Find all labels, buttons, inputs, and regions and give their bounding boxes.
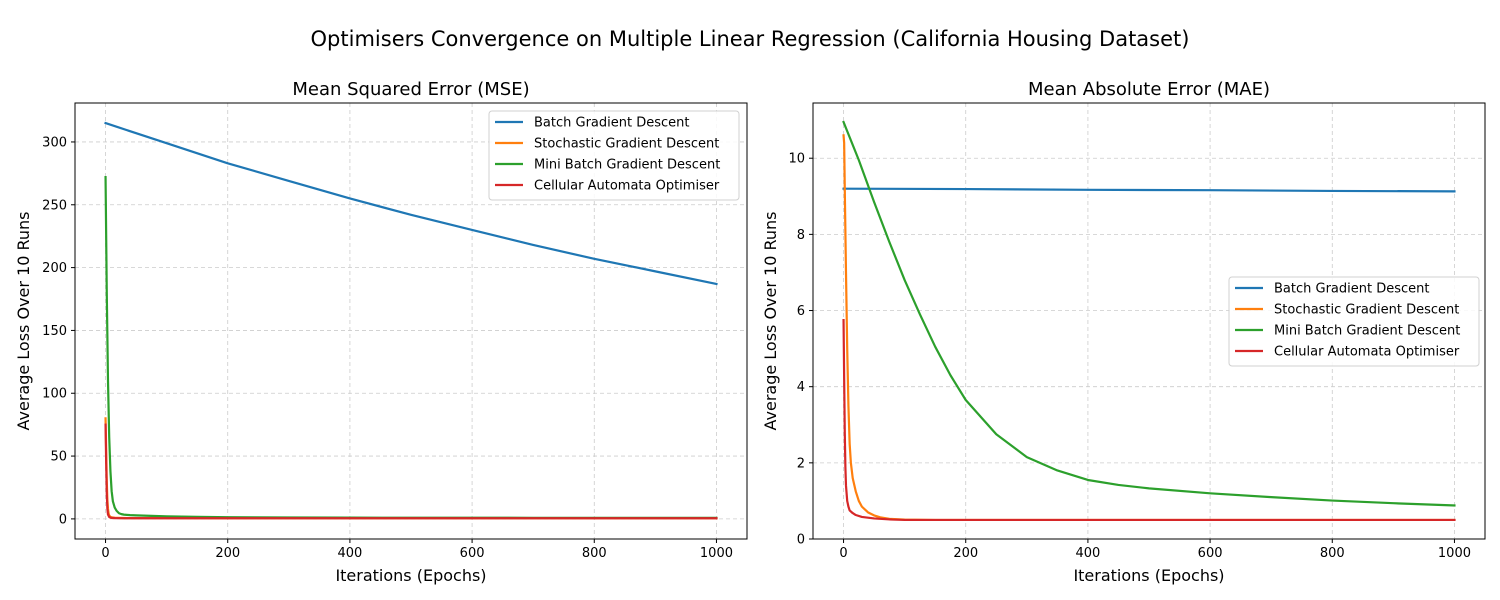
mse-series-cellular-automata-optimiser (104, 423, 718, 520)
mse-x-tick-label: 1000 (700, 546, 733, 561)
mse-chart-panel: Mean Squared Error (MSE) Iterations (Epo… (14, 79, 748, 585)
mse-legend-label-cellular-automata-optimiser: Cellular Automata Optimiser (534, 179, 720, 194)
mae-y-tick-label: 10 (788, 152, 805, 167)
mae-y-axis-label: Average Loss Over 10 Runs (761, 212, 780, 431)
figure-suptitle: Optimisers Convergence on Multiple Linea… (311, 27, 1190, 51)
mae-x-tick-label: 400 (1075, 546, 1100, 561)
mse-y-tick-label: 200 (42, 261, 67, 276)
mse-series-stochastic-gradient-descent (104, 417, 718, 520)
mae-x-tick-label: 1000 (1438, 546, 1471, 561)
mae-x-tick-label: 800 (1320, 546, 1345, 561)
mae-legend-label-cellular-automata-optimiser: Cellular Automata Optimiser (1274, 345, 1460, 360)
mse-y-tick-label: 0 (59, 512, 67, 527)
mae-x-tick-label: 200 (953, 546, 978, 561)
mse-x-tick-label: 400 (337, 546, 362, 561)
mae-x-tick-label: 600 (1198, 546, 1223, 561)
mae-axes-frame (812, 102, 1486, 540)
mae-legend-box (1228, 276, 1480, 367)
mse-y-tick-label: 150 (42, 324, 67, 339)
mse-x-tick-label: 600 (460, 546, 485, 561)
mse-series-batch-gradient-descent (104, 121, 718, 286)
mae-legend-label-mini-batch-gradient-descent: Mini Batch Gradient Descent (1274, 324, 1460, 339)
mae-y-tick-label: 2 (797, 456, 805, 471)
mae-legend: Batch Gradient Descent Stochastic Gradien… (1228, 276, 1480, 367)
mse-axes-frame (74, 102, 748, 540)
mae-y-tick-label: 6 (797, 304, 805, 319)
mae-series-cellular-automata-optimiser (842, 318, 1456, 522)
mse-legend-label-mini-batch-gradient-descent: Mini Batch Gradient Descent (534, 158, 720, 173)
mae-series-mini-batch-gradient-descent (842, 120, 1456, 507)
mse-legend: Batch Gradient Descent Stochastic Gradien… (488, 110, 740, 201)
mae-y-tick-label: 8 (797, 228, 805, 243)
mse-y-axis-label: Average Loss Over 10 Runs (14, 212, 33, 431)
mse-series-mini-batch-gradient-descent (104, 176, 718, 519)
mae-chart-panel: Mean Absolute Error (MAE) Iterations (Ep… (761, 79, 1486, 585)
mse-legend-label-batch-gradient-descent: Batch Gradient Descent (534, 116, 689, 131)
mse-y-tick-label: 100 (42, 387, 67, 402)
mse-x-tick-label: 0 (101, 546, 109, 561)
mse-y-tick-label: 50 (50, 450, 67, 465)
mse-chart-title: Mean Squared Error (MSE) (292, 79, 529, 100)
mse-legend-label-stochastic-gradient-descent: Stochastic Gradient Descent (534, 137, 719, 152)
mse-legend-box (488, 110, 740, 201)
mse-y-tick-label: 300 (42, 135, 67, 150)
mae-x-axis-label: Iterations (Epochs) (1073, 566, 1224, 585)
mae-x-tick-label: 0 (839, 546, 847, 561)
mse-x-tick-label: 200 (215, 546, 240, 561)
mae-y-tick-label: 0 (797, 533, 805, 548)
mse-x-axis-label: Iterations (Epochs) (335, 566, 486, 585)
mae-y-tick-label: 4 (797, 380, 805, 395)
mae-legend-label-stochastic-gradient-descent: Stochastic Gradient Descent (1274, 303, 1459, 318)
mse-x-tick-label: 800 (582, 546, 607, 561)
mae-series-batch-gradient-descent (842, 187, 1456, 193)
mse-y-tick-label: 250 (42, 198, 67, 213)
mae-chart-title: Mean Absolute Error (MAE) (1028, 79, 1270, 100)
mae-legend-label-batch-gradient-descent: Batch Gradient Descent (1274, 282, 1429, 297)
